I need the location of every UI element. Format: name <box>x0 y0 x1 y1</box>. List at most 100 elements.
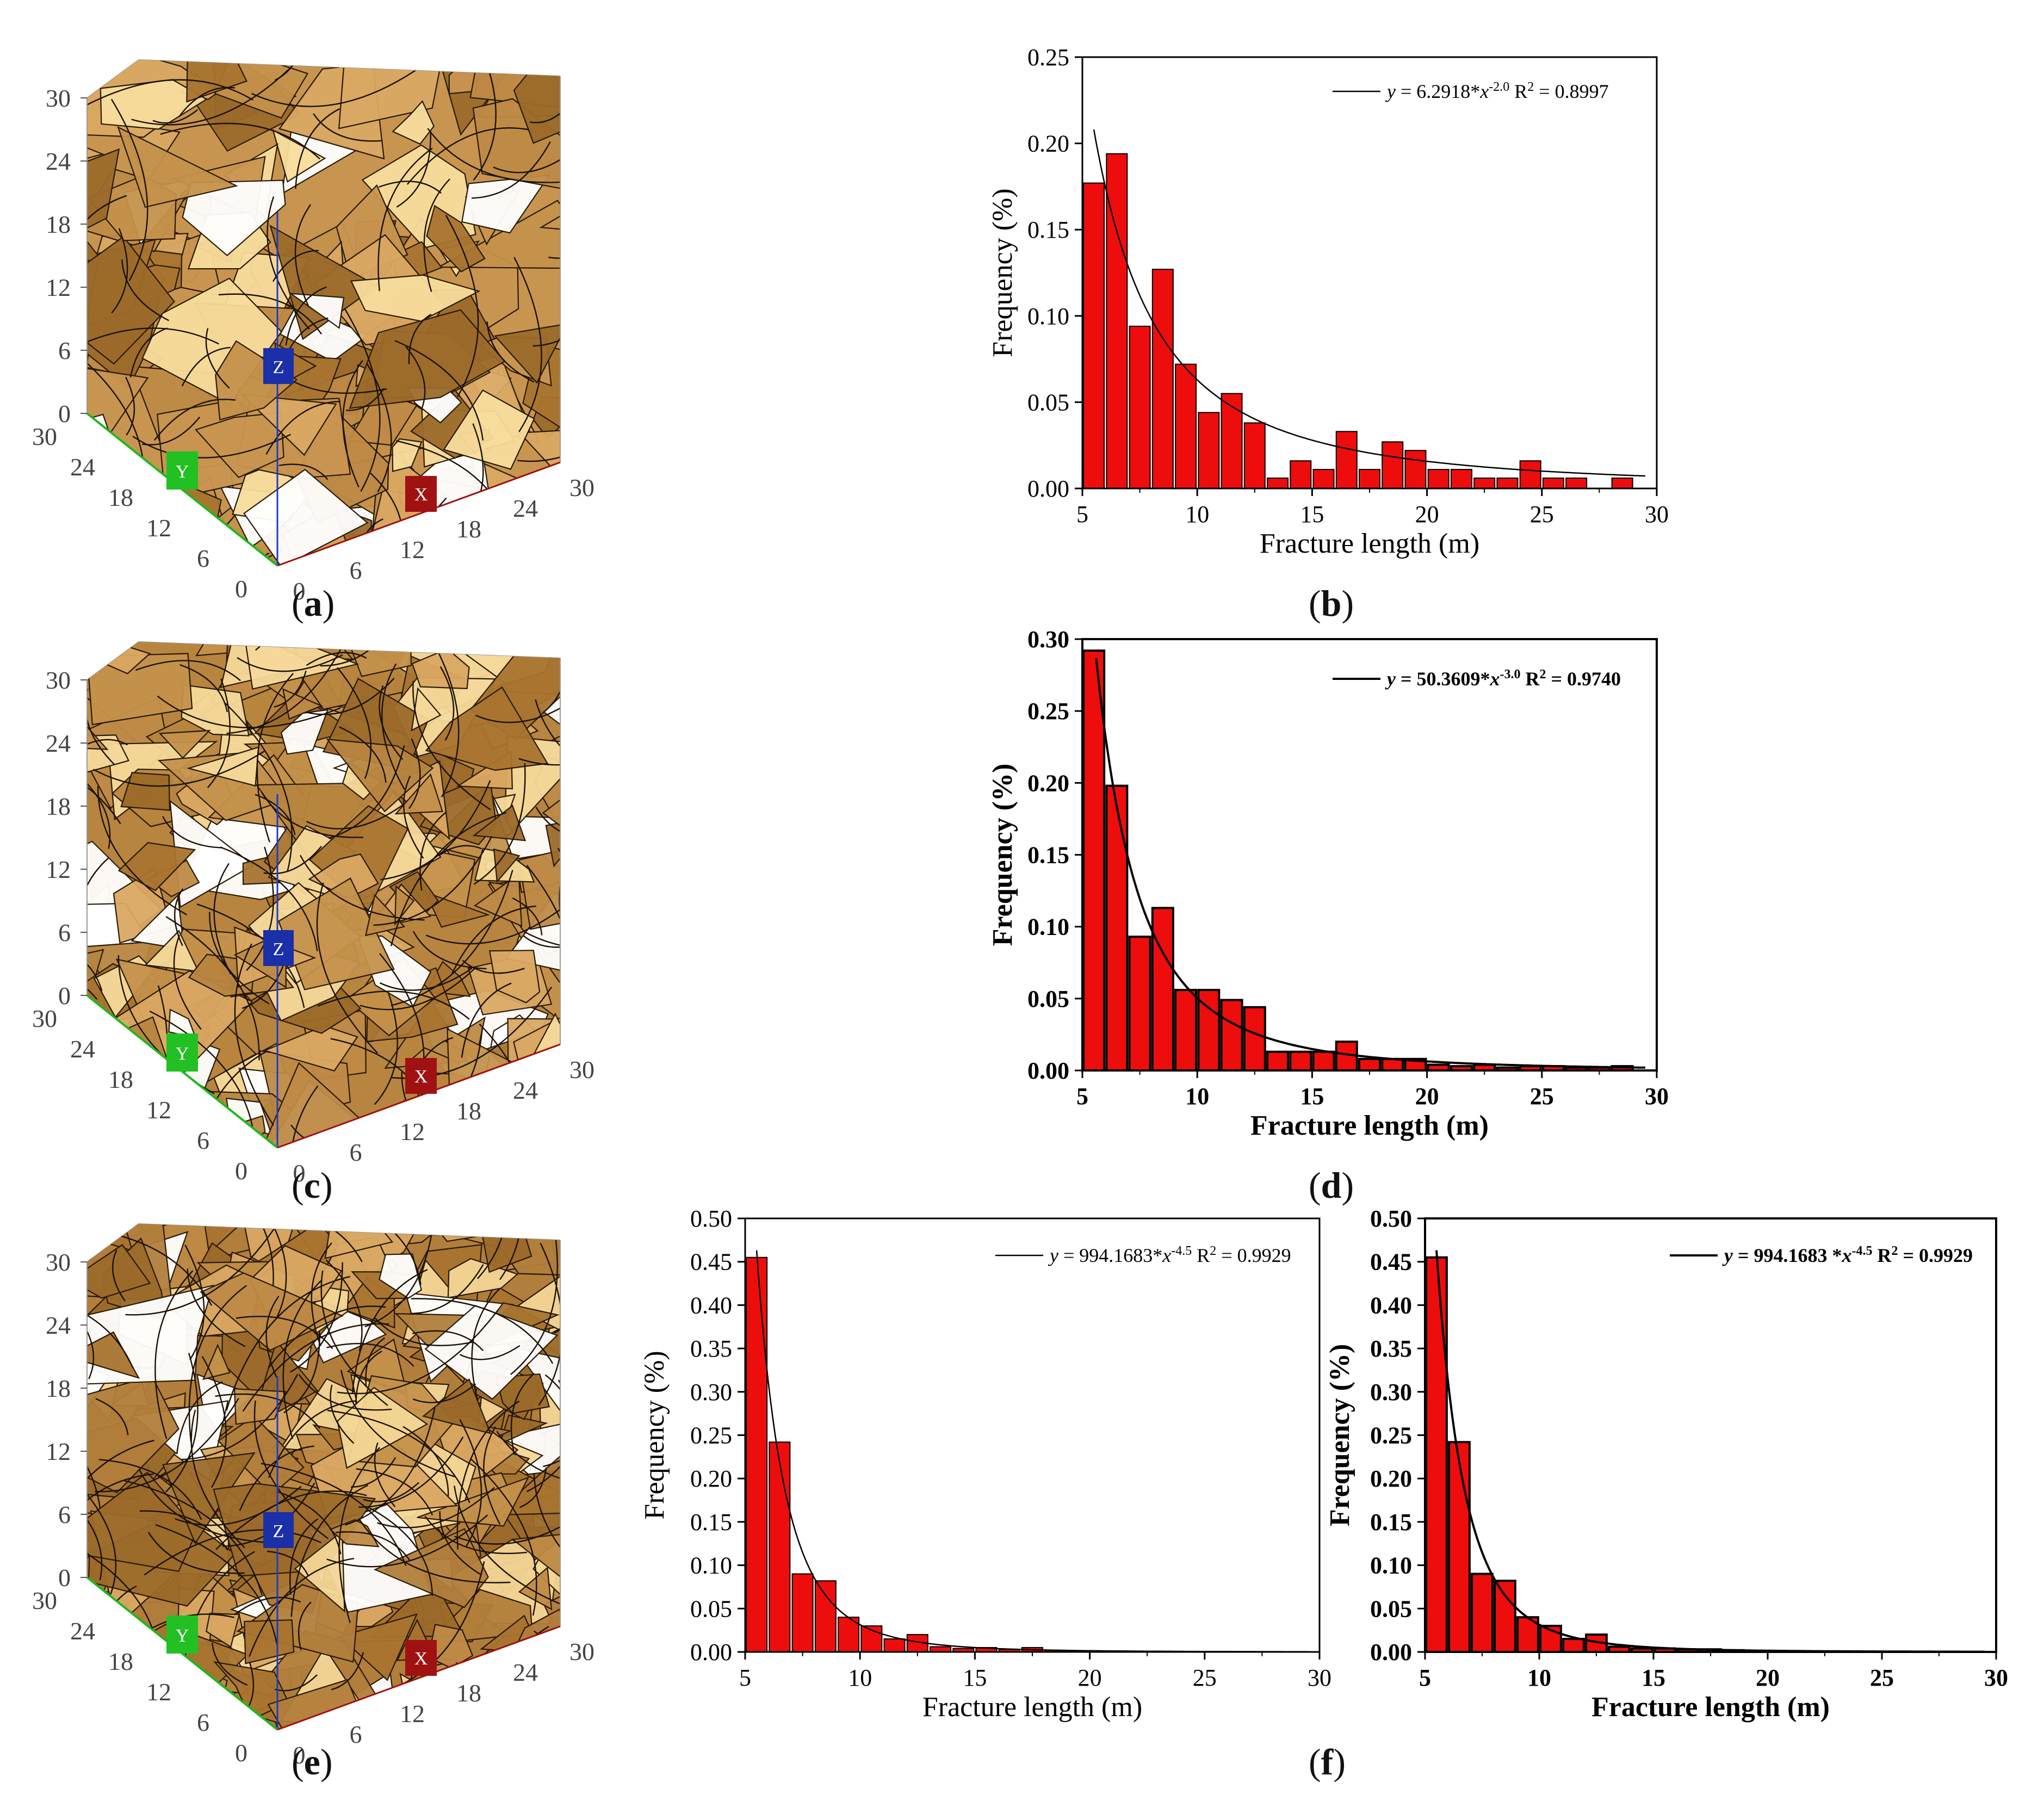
fracture-trace <box>510 1372 535 1454</box>
histogram-bar <box>1471 1573 1494 1653</box>
fracture-trace <box>356 1468 433 1515</box>
histogram-bar <box>1565 477 1588 490</box>
fracture-trace <box>268 1305 386 1369</box>
x-axis-title: Fracture length (m) <box>922 1692 1142 1723</box>
fracture-trace <box>365 1337 385 1386</box>
fracture-trace <box>412 1330 484 1352</box>
fracture-disc <box>120 772 171 811</box>
fracture-trace <box>112 1716 140 1730</box>
fracture-trace <box>187 1268 246 1347</box>
fracture-disc <box>461 175 550 234</box>
fracture-disc <box>87 734 130 773</box>
histogram-bar <box>1358 469 1381 489</box>
z-tick-label: 12 <box>46 274 71 301</box>
histogram-bar <box>883 1638 906 1653</box>
fracture-disc <box>540 497 560 562</box>
panel-label-b: (b) <box>1309 583 1354 624</box>
y-tick-label: 6 <box>197 544 209 572</box>
x-tick-label: 30 <box>569 1638 594 1666</box>
x-tick-label: 30 <box>569 1056 594 1084</box>
fracture-trace <box>331 1652 364 1691</box>
fracture-trace <box>87 530 92 566</box>
fracture-disc <box>87 1082 111 1124</box>
fracture-trace <box>543 1371 560 1468</box>
histogram-bar <box>1542 477 1564 490</box>
fracture-disc <box>515 1224 560 1243</box>
fracture-trace <box>298 1374 392 1411</box>
histogram-bar <box>1611 477 1633 490</box>
fracture-trace <box>439 666 455 741</box>
histogram-bar <box>838 1617 860 1652</box>
x-tick-label: 25 <box>1530 501 1554 528</box>
histogram-bar <box>1427 469 1450 489</box>
fracture-trace <box>201 1356 227 1488</box>
x-axis-badge: X <box>405 1640 437 1676</box>
fracture-trace <box>486 321 535 383</box>
z-tick-label: 18 <box>46 793 71 820</box>
y-tick-label: 24 <box>70 453 95 481</box>
y-tick-label: 0.10 <box>1370 1552 1412 1579</box>
fracture-trace <box>525 912 560 949</box>
fracture-trace <box>512 897 543 936</box>
fracture-trace <box>567 1670 598 1723</box>
legend-equation-part: = 0.9929 <box>1216 1245 1291 1266</box>
x-axis-badge: X <box>405 1058 437 1094</box>
y-tick-label: 0.00 <box>1027 475 1069 502</box>
fracture-trace <box>475 693 560 723</box>
z-tick-label: 0 <box>58 1564 71 1592</box>
fracture-disc <box>522 343 560 461</box>
fracture-trace <box>526 1371 560 1493</box>
fracture-trace <box>533 1474 560 1607</box>
fracture-trace <box>251 62 427 107</box>
fracture-trace <box>87 1495 103 1581</box>
fracture-disc <box>294 1530 345 1613</box>
fracture-trace <box>205 328 230 389</box>
histogram-bar <box>1404 450 1427 489</box>
fracture-trace <box>213 863 232 975</box>
fracture-disc <box>559 1414 560 1460</box>
legend-equation: y = 50.3609*x-3.0 R2 = 0.9740 <box>1385 667 1621 690</box>
legend-equation: y = 994.1683 *x-4.5 R2 = 0.9929 <box>1722 1244 1973 1266</box>
fracture-trace <box>526 865 560 1028</box>
fracture-disc <box>144 930 200 973</box>
power-law-fit-curve <box>755 1250 1308 1652</box>
histogram-bar <box>1128 936 1151 1072</box>
y-tick-label: 24 <box>70 1617 95 1645</box>
x-tick-label: 25 <box>1530 1083 1554 1110</box>
histogram-bar <box>1175 363 1197 490</box>
fracture-disc <box>338 1613 418 1681</box>
x-tick-label: 10 <box>1185 501 1209 528</box>
fracture-trace <box>87 946 98 1000</box>
fracture-disc <box>532 1505 560 1618</box>
fracture-trace <box>419 812 447 891</box>
fracture-trace <box>313 113 382 142</box>
fracture-trace <box>522 934 560 948</box>
x-axis-badge-label: X <box>414 485 428 505</box>
fracture-trace <box>261 1463 407 1567</box>
fracture-trace <box>403 776 424 859</box>
z-tick-label: 30 <box>46 84 71 112</box>
fracture-trace <box>267 196 310 330</box>
y-tick-label: 0 <box>235 575 247 603</box>
x-axis-badge-label: X <box>414 1649 428 1669</box>
fracture-trace <box>220 846 318 951</box>
fracture-disc <box>87 1090 112 1140</box>
x-tick-label: 0 <box>293 1741 306 1769</box>
fracture-trace <box>256 673 294 843</box>
fracture-trace <box>481 1668 518 1730</box>
fracture-trace <box>87 857 109 972</box>
x-tick-label: 20 <box>1415 1083 1439 1110</box>
y-axis-badge-label: Y <box>176 1626 189 1646</box>
fracture-disc <box>545 815 560 868</box>
fracture-trace <box>176 1381 223 1454</box>
fracture-trace <box>226 642 349 734</box>
fracture-trace <box>311 1242 332 1346</box>
fracture-trace <box>174 888 184 946</box>
fracture-trace <box>253 1400 329 1539</box>
y-tick-label: 0.15 <box>690 1509 732 1536</box>
fracture-disc <box>443 389 535 470</box>
fracture-trace <box>477 1224 509 1279</box>
fracture-trace <box>337 1309 499 1395</box>
fracture-trace <box>535 807 560 844</box>
